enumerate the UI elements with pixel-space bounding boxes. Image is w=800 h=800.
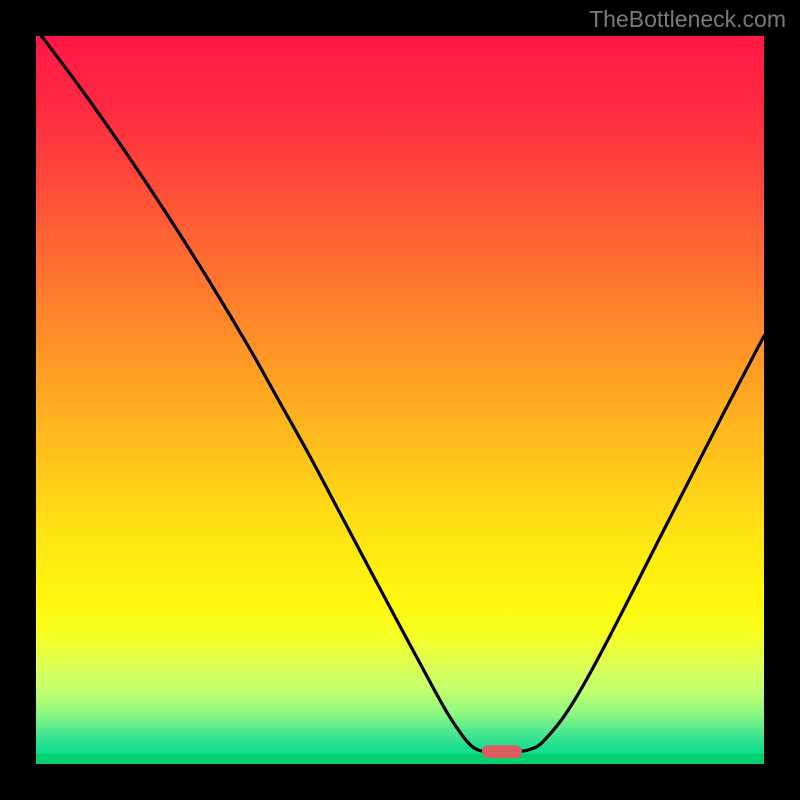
bottleneck-curve (36, 36, 764, 764)
watermark-text: TheBottleneck.com (589, 6, 786, 33)
minimum-marker (482, 745, 522, 758)
plot-area (36, 36, 764, 764)
